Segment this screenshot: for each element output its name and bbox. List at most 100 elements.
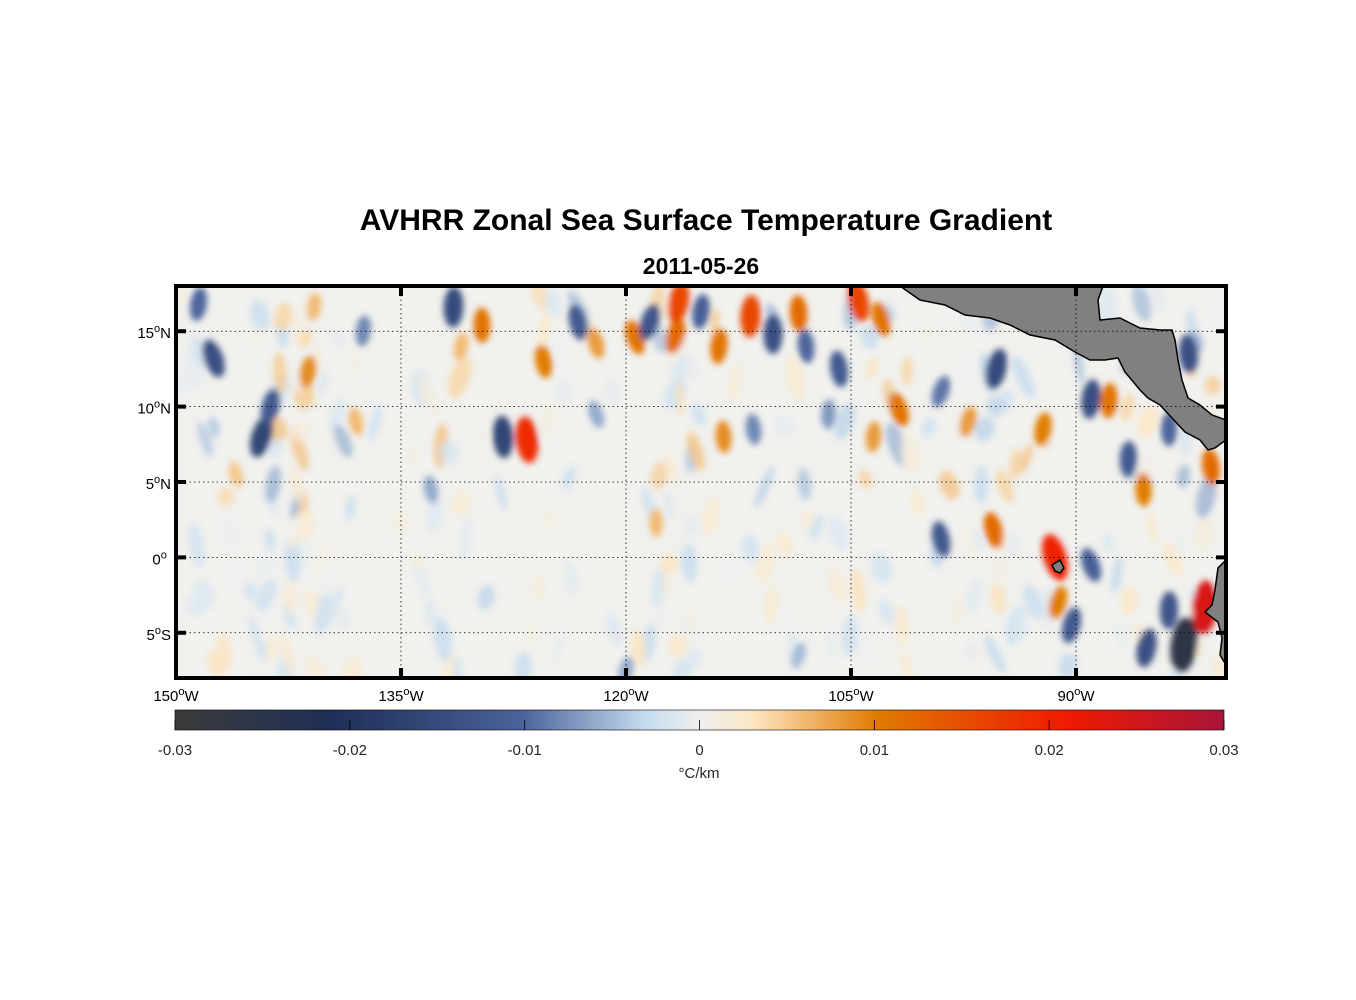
field-texture xyxy=(1103,533,1115,553)
field-texture xyxy=(878,599,896,625)
field-texture xyxy=(1193,517,1215,551)
field-texture xyxy=(754,466,775,508)
field-texture xyxy=(514,651,532,678)
field-texture xyxy=(539,398,558,442)
gradient-feature xyxy=(1170,616,1198,673)
map-frame xyxy=(174,284,1228,680)
field-texture xyxy=(562,465,576,490)
field-texture xyxy=(193,579,215,610)
field-texture xyxy=(216,487,235,507)
field-texture xyxy=(176,527,191,547)
gradient-feature xyxy=(1061,607,1082,644)
field-texture xyxy=(663,449,679,487)
gradient-feature xyxy=(710,328,728,364)
field-texture xyxy=(251,649,273,678)
field-texture xyxy=(426,496,443,532)
field-texture xyxy=(974,416,995,442)
field-texture xyxy=(527,627,539,647)
lon-label: 120oW xyxy=(603,686,649,705)
field-texture xyxy=(305,656,328,678)
field-texture xyxy=(606,379,620,407)
colorbar-tick-label: 0 xyxy=(695,742,703,759)
field-texture xyxy=(1058,653,1078,678)
field-texture xyxy=(346,352,363,380)
field-texture xyxy=(973,466,989,504)
field-texture xyxy=(684,605,696,637)
field-texture xyxy=(965,642,977,661)
gradient-feature xyxy=(587,328,605,359)
gradient-feature xyxy=(959,406,977,437)
field-texture xyxy=(841,615,859,657)
field-texture xyxy=(264,528,275,551)
field-texture xyxy=(1011,356,1035,399)
gradient-feature xyxy=(1080,548,1102,582)
field-texture xyxy=(764,587,777,626)
lon-label: 150oW xyxy=(153,686,199,705)
gradient-feature xyxy=(667,286,690,324)
field-texture xyxy=(668,633,689,658)
gradient-feature xyxy=(1048,586,1068,620)
field-texture xyxy=(540,507,560,532)
field-texture xyxy=(965,579,984,613)
field-texture xyxy=(409,443,419,469)
gradient-feature xyxy=(1192,580,1218,634)
field-texture xyxy=(826,628,837,660)
field-texture xyxy=(962,523,978,563)
gradient-feature xyxy=(665,317,686,354)
lon-label: 105oW xyxy=(828,686,874,705)
field-texture xyxy=(208,416,220,439)
lat-label: 5oN xyxy=(146,474,171,493)
field-texture xyxy=(545,287,562,318)
field-texture xyxy=(681,352,699,380)
field-texture xyxy=(672,657,692,678)
gradient-feature xyxy=(473,307,491,343)
field-texture xyxy=(681,543,698,582)
lat-label: 0o xyxy=(152,549,171,568)
field-texture xyxy=(249,299,270,331)
colorbar-tick-label: -0.02 xyxy=(333,742,367,759)
field-texture xyxy=(776,531,793,558)
latitude-labels: 15oN 10oN 5oN 0o 5oS xyxy=(137,323,171,644)
field-texture xyxy=(531,575,546,600)
gradient-feature xyxy=(763,314,783,355)
land-south-america xyxy=(1203,558,1226,667)
field-texture xyxy=(1009,448,1022,480)
gradient-feature xyxy=(250,416,273,458)
field-texture xyxy=(536,313,551,353)
field-texture xyxy=(414,564,430,599)
field-texture xyxy=(871,552,892,583)
field-texture xyxy=(991,558,1011,579)
gradient-feature xyxy=(453,332,469,361)
field-texture xyxy=(741,534,760,563)
gradient-feature xyxy=(789,294,808,332)
field-texture xyxy=(605,613,623,646)
gradient-feature xyxy=(228,461,244,488)
field-texture xyxy=(552,628,565,662)
field-texture xyxy=(690,403,706,426)
field-texture xyxy=(477,584,495,611)
gradient-feature xyxy=(1178,334,1199,374)
field-texture xyxy=(1209,291,1226,331)
field-texture xyxy=(687,647,702,668)
field-texture xyxy=(448,356,472,399)
field-texture xyxy=(858,630,874,666)
gradient-feature xyxy=(649,508,663,537)
field-texture xyxy=(282,581,299,614)
field-texture xyxy=(655,604,668,629)
field-texture xyxy=(920,326,936,345)
field-texture xyxy=(630,630,646,667)
field-texture xyxy=(495,475,507,511)
field-texture xyxy=(297,508,315,542)
field-texture xyxy=(1097,286,1117,327)
field-texture xyxy=(290,418,311,442)
field-texture xyxy=(990,582,1007,614)
field-texture xyxy=(243,581,258,601)
gradient-feature xyxy=(847,286,870,322)
field-texture xyxy=(1120,393,1135,422)
field-texture xyxy=(266,634,276,663)
field-texture xyxy=(675,376,685,417)
field-texture xyxy=(671,358,688,386)
gradient-feature xyxy=(871,301,891,337)
field-texture xyxy=(273,352,287,394)
field-texture xyxy=(330,329,344,348)
